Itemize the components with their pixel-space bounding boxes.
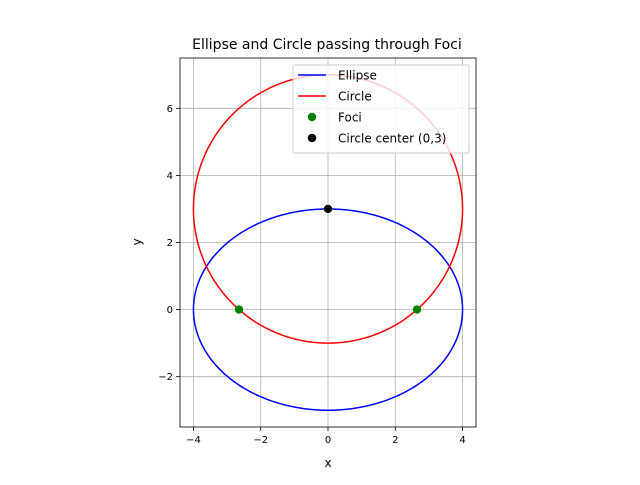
scatter-point: [234, 305, 244, 314]
legend-label: Circle: [338, 90, 372, 104]
x-tick-label: 2: [392, 435, 398, 446]
legend-marker: [307, 112, 317, 122]
legend-items: Ellipse Circle Foci Circle center (0,3): [298, 69, 446, 146]
y-tick-label: 2: [167, 238, 173, 249]
x-tick-label: 0: [325, 435, 331, 446]
scatter-point: [323, 204, 333, 214]
y-axis-label: y: [130, 238, 144, 245]
legend-marker: [307, 133, 317, 143]
y-tick-label: 6: [167, 104, 173, 115]
legend-frame: [292, 64, 470, 154]
legend-label: Foci: [338, 111, 362, 125]
x-axis-label: x: [324, 456, 331, 470]
y-tick-label: −2: [158, 372, 173, 383]
legend-label: Ellipse: [338, 69, 377, 83]
y-tick-label: 0: [167, 305, 173, 316]
legend: Ellipse Circle Foci Circle center (0,3): [292, 64, 470, 154]
scatter-point: [412, 305, 422, 314]
x-tick-label: −4: [186, 435, 201, 446]
legend-label: Circle center (0,3): [338, 132, 446, 146]
axis-ticks: −4 −2 0 2 4 −2 0 2 4 6: [158, 104, 465, 446]
x-tick-label: 4: [459, 435, 465, 446]
y-tick-label: 4: [167, 171, 173, 182]
chart-title: Ellipse and Circle passing through Foci: [192, 37, 462, 53]
x-tick-label: −2: [253, 435, 268, 446]
ellipse-curve: [192, 208, 464, 411]
